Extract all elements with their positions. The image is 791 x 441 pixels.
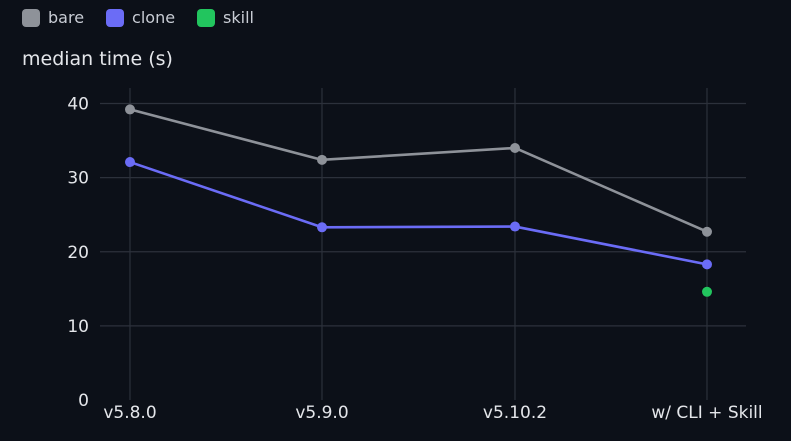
legend: bare clone skill bbox=[22, 8, 254, 27]
y-tick-label: 10 bbox=[67, 317, 89, 337]
legend-swatch-bare bbox=[22, 8, 40, 27]
data-point-skill bbox=[702, 286, 712, 297]
series-line-bare bbox=[128, 108, 709, 234]
x-tick-label: v5.8.0 bbox=[103, 403, 156, 423]
legend-item-skill[interactable]: skill bbox=[197, 8, 254, 27]
data-point-bare bbox=[510, 142, 520, 153]
y-tick-label: 20 bbox=[67, 243, 89, 263]
y-tick-label: 0 bbox=[78, 391, 89, 411]
x-tick-label: v5.10.2 bbox=[483, 403, 547, 423]
data-point-clone bbox=[317, 222, 327, 233]
y-axis-title: median time (s) bbox=[22, 48, 173, 70]
data-point-clone bbox=[702, 259, 712, 270]
data-point-clone bbox=[510, 221, 520, 232]
legend-item-clone[interactable]: clone bbox=[106, 8, 175, 27]
legend-label-clone: clone bbox=[132, 8, 176, 27]
legend-label-skill: skill bbox=[223, 8, 254, 27]
y-tick-label: 40 bbox=[67, 95, 89, 115]
legend-item-bare[interactable]: bare bbox=[22, 8, 84, 27]
data-point-clone bbox=[125, 157, 135, 168]
legend-swatch-skill bbox=[197, 8, 216, 27]
x-tick-label: v5.9.0 bbox=[295, 403, 348, 423]
series-line-clone bbox=[128, 160, 709, 266]
legend-label-bare: bare bbox=[48, 8, 85, 27]
data-point-bare bbox=[702, 226, 712, 237]
legend-swatch-clone bbox=[106, 8, 125, 27]
y-tick-label: 30 bbox=[67, 169, 89, 189]
data-point-bare bbox=[125, 104, 135, 115]
x-tick-label: w/ CLI + Skill bbox=[651, 403, 762, 423]
data-point-bare bbox=[317, 154, 327, 165]
